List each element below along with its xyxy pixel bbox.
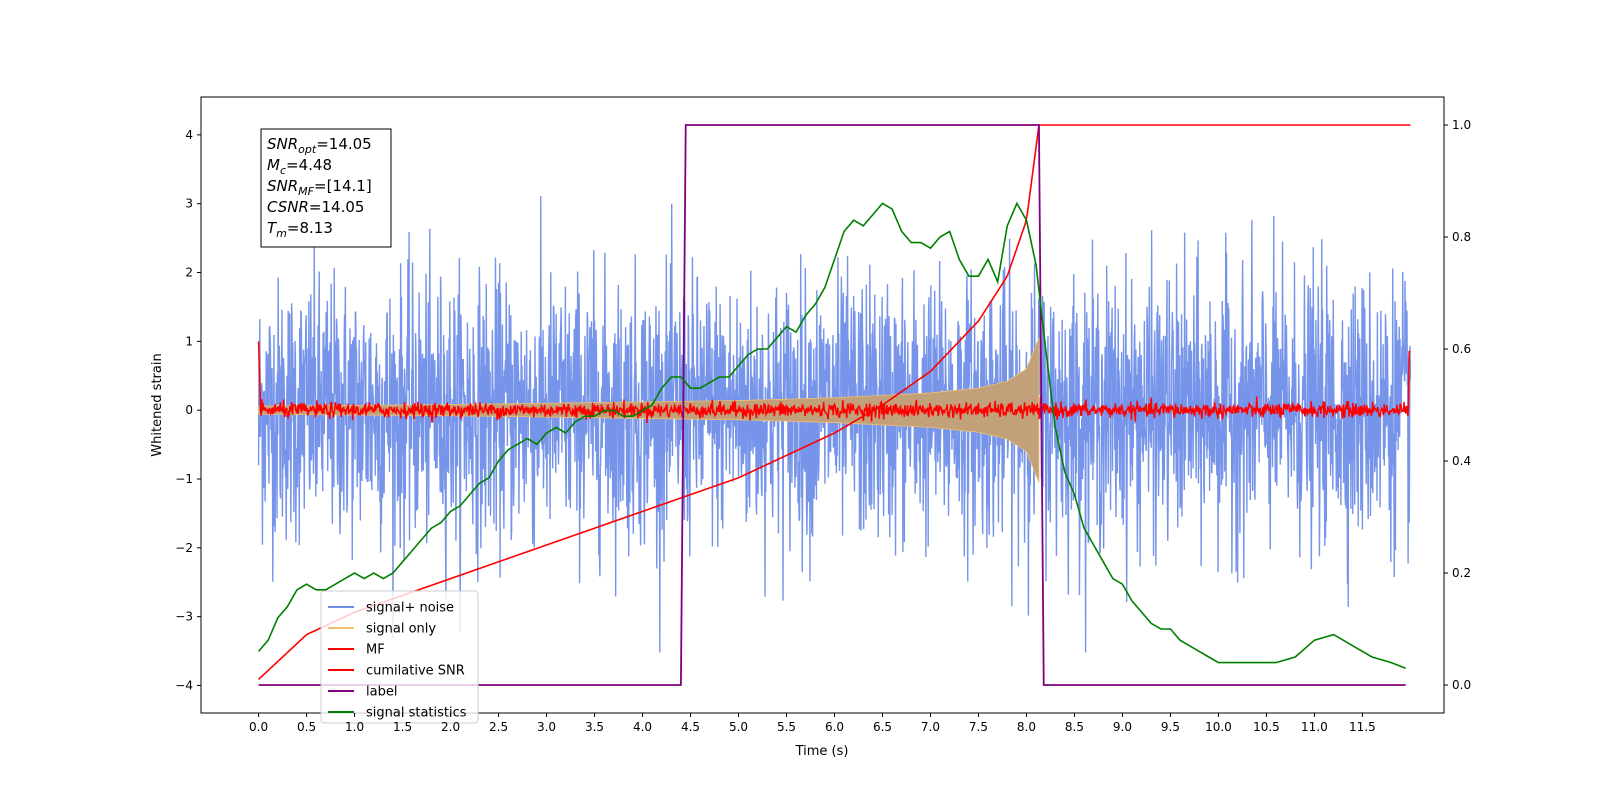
y-tick-label: −2	[175, 541, 193, 555]
x-tick-label: 5.0	[729, 720, 748, 734]
x-tick-label: 5.5	[777, 720, 796, 734]
annotation-line: SNRopt=14.05	[267, 135, 372, 156]
legend-label: cumilative SNR	[366, 664, 465, 679]
x-tick-label: 8.5	[1065, 720, 1084, 734]
x-tick-label: 9.0	[1113, 720, 1132, 734]
legend-label: label	[366, 685, 397, 700]
x-tick-label: 0.0	[249, 720, 268, 734]
annotation-line: SNRMF=[14.1]	[267, 177, 372, 198]
annotation-line: CSNR=14.05	[267, 198, 364, 216]
legend: signal+ noise signal only MF cumilative SNR…	[320, 590, 479, 724]
x-tick-label: 11.5	[1349, 720, 1376, 734]
legend-label: signal statistics	[366, 706, 467, 721]
y-tick-label: 0	[185, 403, 193, 417]
x-tick-label: 8.0	[1017, 720, 1036, 734]
legend-label: MF	[366, 643, 385, 658]
plot-frame	[200, 96, 1445, 714]
snr-annotation-box: SNRopt=14.05Mc=4.48SNRMF=[14.1]CSNR=14.0…	[260, 128, 392, 248]
x-tick-label: 1.0	[345, 720, 364, 734]
y-tick-label: −3	[175, 610, 193, 624]
annotation-frame	[260, 128, 392, 248]
x-axis-label: Time (s)	[795, 744, 849, 759]
x-tick-label: 1.5	[393, 720, 412, 734]
legend-label: signal+ noise	[366, 601, 454, 616]
series-signal-statistics-line	[257, 201, 1406, 669]
legend-label: signal only	[366, 622, 436, 637]
annotation-line: Mc=4.48	[267, 156, 332, 177]
x-tick-label: 7.0	[921, 720, 940, 734]
x-tick-label: 11.0	[1301, 720, 1328, 734]
series-mf-line	[257, 341, 1411, 423]
y2-tick-label: 0.2	[1452, 566, 1471, 580]
y-tick-label: 2	[185, 266, 193, 280]
x-tick-label: 2.5	[489, 720, 508, 734]
y2-tick-label: 0.0	[1452, 678, 1471, 692]
y-tick-label: 4	[185, 128, 193, 142]
y2-tick-label: 0.8	[1452, 230, 1471, 244]
series-label-line	[258, 124, 1406, 686]
x-tick-label: 3.0	[537, 720, 556, 734]
y-tick-label: −4	[175, 678, 193, 692]
y-tick-label: 3	[185, 197, 193, 211]
legend-frame	[320, 590, 479, 724]
x-tick-label: 6.0	[825, 720, 844, 734]
y2-tick-label: 0.6	[1452, 342, 1471, 356]
series-signal-noise-line	[257, 196, 1412, 653]
x-tick-label: 10.0	[1205, 720, 1232, 734]
x-tick-label: 4.5	[681, 720, 700, 734]
x-tick-label: 7.5	[969, 720, 988, 734]
x-tick-label: 4.0	[633, 720, 652, 734]
y-tick-label: −1	[175, 472, 193, 486]
y-axis-label: Whitened strain	[150, 353, 165, 456]
y-tick-label: 1	[185, 334, 193, 348]
y2-tick-label: 0.4	[1452, 454, 1471, 468]
x-tick-label: 0.5	[297, 720, 316, 734]
x-tick-label: 2.0	[441, 720, 460, 734]
annotation-line: Tm=8.13	[267, 219, 333, 240]
x-tick-label: 10.5	[1253, 720, 1280, 734]
x-tick-label: 3.5	[585, 720, 604, 734]
x-tick-label: 6.5	[873, 720, 892, 734]
x-tick-label: 9.5	[1161, 720, 1180, 734]
y2-tick-label: 1.0	[1452, 118, 1471, 132]
